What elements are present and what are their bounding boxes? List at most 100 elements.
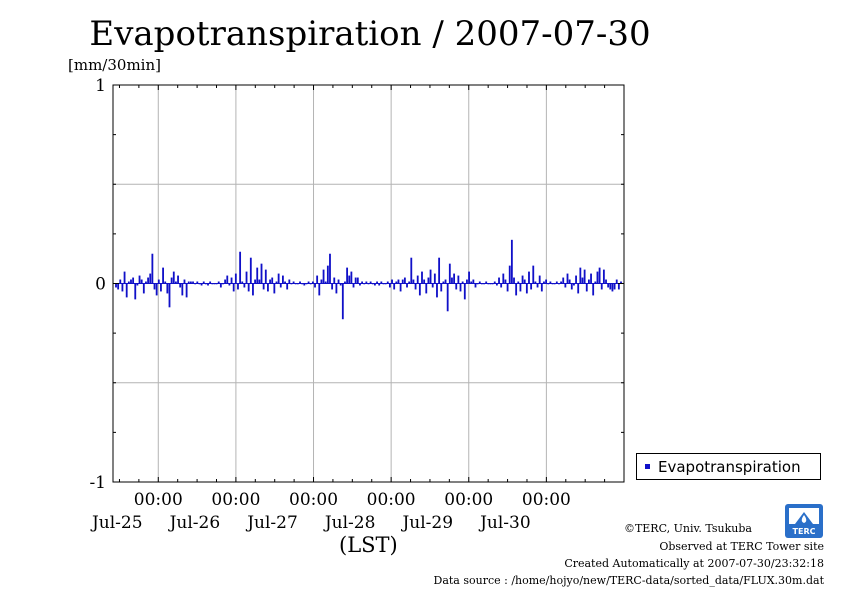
data-bar	[335, 283, 338, 294]
data-bar	[279, 283, 282, 288]
data-bar	[403, 277, 406, 284]
credit-created: Created Automatically at 2007-07-30/23:3…	[564, 557, 824, 570]
data-bar	[617, 283, 620, 290]
data-bar	[461, 281, 464, 284]
data-bar	[581, 277, 584, 284]
data-bar	[254, 279, 256, 284]
x-tick-time-label: 00:00	[134, 490, 183, 510]
data-bar	[448, 263, 451, 284]
data-bar	[123, 271, 126, 284]
data-bar	[500, 283, 503, 288]
data-bar	[502, 273, 505, 284]
data-bar	[596, 271, 599, 284]
data-bar	[217, 281, 220, 284]
data-bar	[271, 277, 274, 284]
data-bar	[192, 281, 194, 284]
data-bar	[132, 277, 135, 284]
x-tick-time-label: 00:00	[289, 490, 338, 510]
y-tick-label: -1	[89, 473, 106, 493]
data-bar	[459, 283, 462, 292]
data-bar	[127, 281, 130, 284]
y-tick-label: 0	[95, 275, 106, 295]
data-bar	[408, 281, 411, 284]
chart-title: Evapotranspiration / 2007-07-30	[89, 14, 651, 54]
data-bar	[314, 283, 316, 288]
data-bar	[179, 283, 182, 288]
data-bar	[181, 283, 184, 296]
data-bar	[564, 283, 567, 288]
data-bar	[587, 279, 590, 284]
data-bar	[232, 283, 235, 292]
data-bar	[517, 281, 520, 284]
data-bar	[525, 283, 528, 294]
data-bar	[151, 253, 154, 284]
x-tick-date-label: Jul-25	[90, 513, 143, 533]
data-bar	[292, 281, 295, 284]
data-bar	[602, 269, 605, 284]
data-bar	[172, 271, 175, 284]
data-bar	[498, 277, 500, 284]
data-bar	[532, 265, 535, 284]
data-bar	[575, 275, 577, 284]
data-bar	[275, 281, 278, 284]
data-bar	[442, 281, 445, 284]
data-bar	[115, 283, 117, 288]
data-bar	[506, 283, 509, 292]
data-bar	[326, 265, 329, 284]
data-bar	[175, 281, 177, 284]
data-bar	[267, 283, 269, 292]
data-bar	[145, 281, 147, 284]
data-bar	[207, 283, 209, 286]
data-bar	[149, 273, 152, 284]
data-bar	[393, 283, 396, 290]
data-bar	[322, 269, 325, 284]
data-bar	[594, 281, 597, 284]
data-bar	[414, 283, 417, 290]
data-bar	[155, 283, 158, 296]
data-bar	[286, 283, 289, 290]
data-bar	[134, 283, 137, 300]
data-bar	[388, 283, 391, 288]
data-bar	[331, 283, 334, 290]
data-bar	[600, 283, 603, 290]
data-bar	[457, 275, 460, 284]
data-bar	[153, 283, 156, 290]
data-bar	[523, 279, 526, 284]
data-bar	[474, 283, 477, 288]
data-bar	[339, 283, 342, 286]
data-bar	[416, 275, 419, 284]
data-bar	[337, 279, 340, 284]
data-bar	[348, 275, 351, 284]
data-bar	[316, 275, 319, 284]
x-tick-date-label: Jul-27	[245, 513, 298, 533]
credit-organization: ©TERC, Univ. Tsukuba	[623, 522, 752, 535]
data-bar	[510, 239, 513, 284]
data-bar	[521, 275, 524, 284]
data-bar	[350, 271, 353, 284]
y-tick-label: 1	[95, 76, 106, 96]
data-bar	[478, 281, 481, 284]
data-bar	[438, 257, 441, 284]
data-bar	[234, 273, 237, 284]
data-bar	[369, 281, 372, 284]
data-bar	[142, 283, 145, 294]
data-bar	[611, 283, 614, 292]
data-bar	[540, 283, 543, 292]
data-bar	[485, 281, 488, 284]
data-bar	[555, 281, 558, 284]
x-tick-date-label: Jul-28	[323, 513, 376, 533]
data-bar	[577, 283, 580, 294]
data-bar	[264, 269, 267, 284]
data-bar	[436, 283, 438, 298]
data-bar	[288, 279, 291, 284]
data-bar	[444, 279, 447, 284]
data-bar	[374, 283, 376, 286]
data-bar	[269, 279, 271, 284]
data-bar	[202, 281, 205, 284]
data-bar	[583, 269, 586, 284]
legend: Evapotranspiration	[636, 453, 821, 480]
x-tick-time-label: 00:00	[522, 490, 571, 510]
data-bar	[117, 283, 120, 290]
credit-observed: Observed at TERC Tower site	[659, 540, 824, 553]
data-bar	[446, 283, 449, 312]
